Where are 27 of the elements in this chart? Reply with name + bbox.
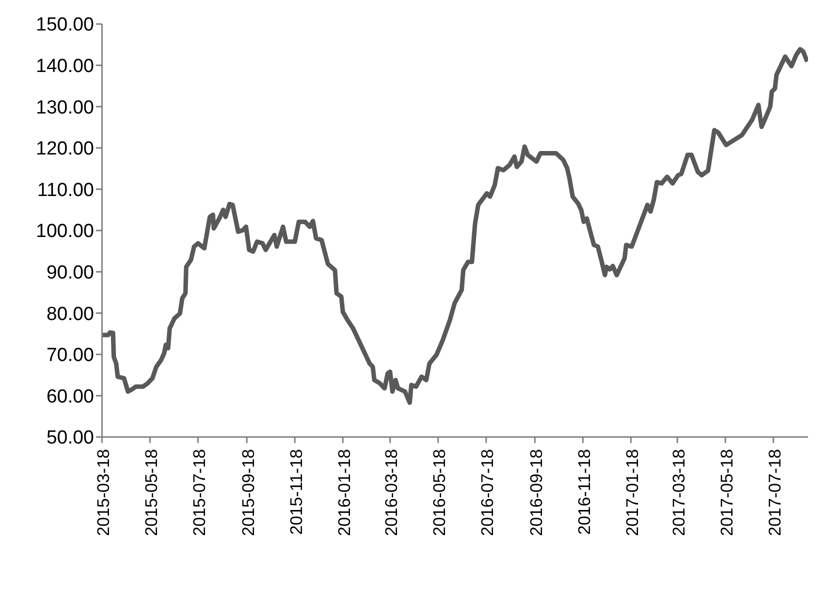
line-series bbox=[102, 46, 808, 405]
y-tick-label: 80.00 bbox=[46, 304, 94, 325]
x-tick-label: 2016-01-18 bbox=[334, 449, 354, 536]
y-tick-label: 100.00 bbox=[36, 221, 94, 242]
x-tick-label: 2016-11-18 bbox=[574, 449, 594, 535]
y-tick-label: 90.00 bbox=[46, 262, 94, 284]
y-tick-label: 60.00 bbox=[46, 386, 94, 408]
x-tick-label: 2017-05-18 bbox=[717, 449, 736, 536]
y-tick-label: 120.00 bbox=[36, 138, 94, 160]
x-tick-label: 2016-03-18 bbox=[382, 449, 402, 536]
y-tick-label: 110.00 bbox=[37, 180, 94, 201]
x-tick-label: 2017-07-18 bbox=[765, 449, 784, 536]
x-tick-label: 2015-07-18 bbox=[190, 449, 210, 536]
y-tick-label: 50.00 bbox=[46, 428, 94, 449]
x-tick-label: 2016-05-18 bbox=[430, 449, 450, 536]
x-tick-label: 2017-03-18 bbox=[669, 449, 688, 536]
y-tick-label: 140.00 bbox=[36, 56, 94, 78]
y-tick-label: 150.00 bbox=[36, 14, 94, 36]
x-tick-label: 2016-07-18 bbox=[478, 449, 498, 536]
x-tick-label: 2015-11-18 bbox=[286, 449, 306, 535]
x-tick-label: 2015-03-18 bbox=[94, 449, 113, 536]
x-tick-label: 2016-09-18 bbox=[526, 449, 546, 536]
y-tick-label: 70.00 bbox=[46, 345, 94, 366]
x-tick-label: 2015-05-18 bbox=[142, 449, 162, 536]
y-tick-label: 130.00 bbox=[36, 97, 94, 118]
x-tick-label: 2015-09-18 bbox=[238, 449, 258, 536]
x-tick-label: 2017-01-18 bbox=[622, 449, 642, 536]
